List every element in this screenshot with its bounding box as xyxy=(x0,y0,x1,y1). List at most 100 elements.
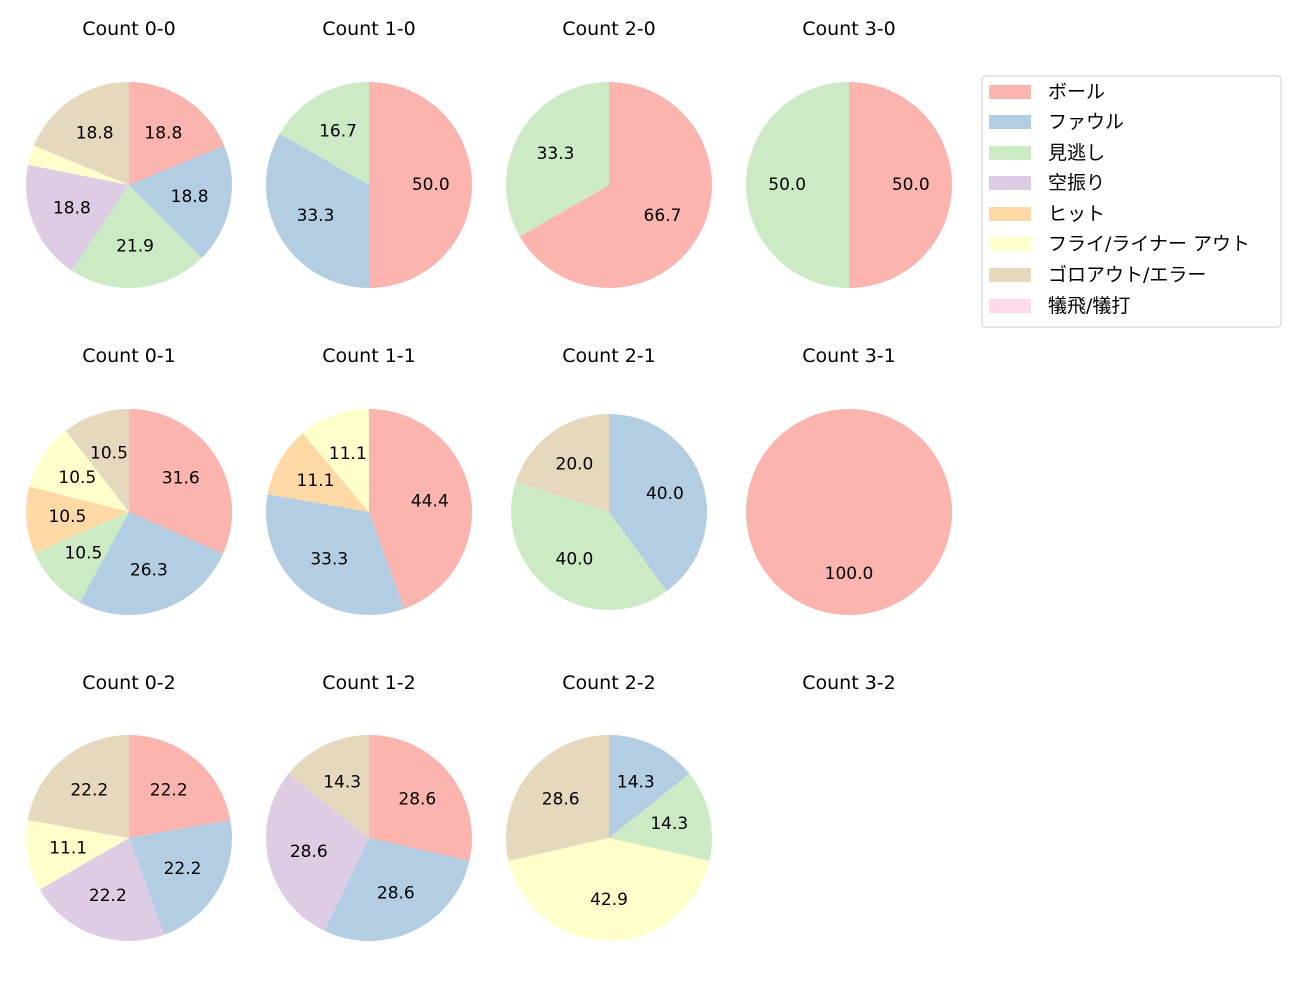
slice-percent-label: 26.3 xyxy=(130,561,168,581)
pie-count-0-2: Count 0-2 22.2 22.2 22.2 11.1 22.2 xyxy=(25,672,232,941)
slice-percent-label: 33.3 xyxy=(297,206,335,226)
pie-slice xyxy=(34,512,129,603)
legend-swatch xyxy=(989,268,1031,282)
legend-entry: ボール xyxy=(989,81,1105,103)
slice-percent-label: 10.5 xyxy=(64,544,102,564)
pie-slice xyxy=(129,735,231,838)
slice-percent-label: 11.1 xyxy=(49,839,87,859)
pie-slice xyxy=(369,735,472,861)
slice-percent-label: 50.0 xyxy=(892,175,930,195)
pie-slice xyxy=(33,82,129,185)
slice-percent-label: 18.8 xyxy=(76,124,114,144)
slice-percent-label: 40.0 xyxy=(646,484,684,504)
slice-percent-label: 44.4 xyxy=(411,491,449,511)
pie-title: Count 2-1 xyxy=(562,345,656,367)
pie-title: Count 0-2 xyxy=(82,672,176,694)
slice-percent-label: 10.5 xyxy=(48,507,86,527)
pie-slice xyxy=(79,512,224,615)
pie-slice xyxy=(28,145,130,185)
pie-slice xyxy=(129,82,225,185)
pie-count-1-1: Count 1-1 44.4 33.3 11.1 11.1 xyxy=(265,345,472,616)
slice-percent-label: 14.3 xyxy=(323,772,361,792)
pie-slice xyxy=(519,82,712,288)
pie-slice xyxy=(25,164,129,271)
pie-count-1-2: Count 1-2 28.6 28.6 28.6 14.3 xyxy=(266,672,472,941)
legend-entry: ヒット xyxy=(989,203,1105,225)
pie-slice xyxy=(29,430,130,512)
pie-slice xyxy=(302,409,369,512)
pie-count-1-0: Count 1-0 50.0 33.3 16.7 xyxy=(265,18,472,288)
legend-label: ファウル xyxy=(1048,111,1124,133)
pie-slice xyxy=(65,409,129,512)
slice-percent-label: 100.0 xyxy=(825,564,874,584)
slice-percent-label: 11.1 xyxy=(297,471,335,491)
pie-slice xyxy=(510,481,667,611)
pie-slice xyxy=(609,773,713,861)
slice-percent-label: 22.2 xyxy=(150,781,188,801)
pie-count-2-2: Count 2-2 14.3 14.3 42.9 28.6 xyxy=(505,672,713,941)
legend-label: 空振り xyxy=(1048,172,1105,194)
pie-title: Count 1-1 xyxy=(322,345,416,367)
slice-percent-label: 10.5 xyxy=(58,468,96,488)
legend-label: 犠飛/犠打 xyxy=(1048,295,1130,317)
slice-percent-label: 14.3 xyxy=(650,814,688,834)
pie-title: Count 0-0 xyxy=(82,18,176,40)
pie-slice xyxy=(279,82,369,185)
legend-label: ヒット xyxy=(1048,203,1105,225)
slice-percent-label: 18.8 xyxy=(53,199,91,219)
pie-slice xyxy=(265,494,405,616)
slice-percent-label: 20.0 xyxy=(556,454,594,474)
pie-title: Count 1-0 xyxy=(322,18,416,40)
legend-label: フライ/ライナー アウト xyxy=(1048,233,1250,255)
slice-percent-label: 31.6 xyxy=(162,468,200,488)
slice-percent-label: 28.6 xyxy=(398,789,436,809)
pie-slice xyxy=(39,838,165,941)
slice-percent-label: 28.6 xyxy=(377,884,415,904)
legend-entry: フライ/ライナー アウト xyxy=(989,233,1250,255)
pie-title: Count 2-2 xyxy=(562,672,656,694)
pie-slice xyxy=(266,773,369,931)
slice-percent-label: 22.2 xyxy=(89,886,127,906)
slice-percent-label: 28.6 xyxy=(290,842,328,862)
legend-swatch xyxy=(989,237,1031,251)
slice-percent-label: 18.8 xyxy=(144,124,182,144)
legend-swatch xyxy=(989,85,1031,99)
pie-slice xyxy=(288,735,369,838)
pie-slice xyxy=(746,409,952,615)
slice-percent-label: 50.0 xyxy=(768,175,806,195)
pie-slice xyxy=(849,82,952,288)
pie-slice xyxy=(506,82,609,237)
slice-percent-label: 40.0 xyxy=(556,550,594,570)
pie-slice xyxy=(324,838,470,941)
pie-slice xyxy=(25,486,129,554)
slice-percent-label: 66.7 xyxy=(644,206,682,226)
pie-count-2-1: Count 2-1 40.0 40.0 20.0 xyxy=(510,345,707,611)
slice-percent-label: 10.5 xyxy=(90,444,128,464)
slice-percent-label: 22.2 xyxy=(70,781,108,801)
pie-slice xyxy=(129,409,232,554)
pie-slice xyxy=(129,820,232,935)
pie-slice xyxy=(505,735,609,861)
pie-title: Count 3-0 xyxy=(802,18,896,40)
pie-slice xyxy=(746,82,849,288)
pie-slice xyxy=(369,409,472,609)
pie-slice xyxy=(369,82,472,288)
pie-title: Count 3-2 xyxy=(802,672,896,694)
legend-swatch xyxy=(989,299,1031,313)
slice-percent-label: 21.9 xyxy=(116,237,154,257)
slice-percent-label: 14.3 xyxy=(617,772,655,792)
pie-slice xyxy=(267,433,369,512)
legend-swatch xyxy=(989,207,1031,221)
slice-percent-label: 33.3 xyxy=(310,549,348,569)
pie-slice xyxy=(71,185,202,288)
pie-slice xyxy=(508,838,710,941)
pie-count-3-2: Count 3-2 xyxy=(802,672,896,694)
legend-swatch xyxy=(989,115,1031,129)
slice-percent-label: 18.8 xyxy=(171,187,209,207)
pie-count-0-0: Count 0-0 18.8 18.8 21.9 18.8 18.8 xyxy=(25,18,232,288)
slice-percent-label: 33.3 xyxy=(537,144,575,164)
slice-percent-label: 28.6 xyxy=(542,789,580,809)
pie-slice xyxy=(515,414,609,512)
